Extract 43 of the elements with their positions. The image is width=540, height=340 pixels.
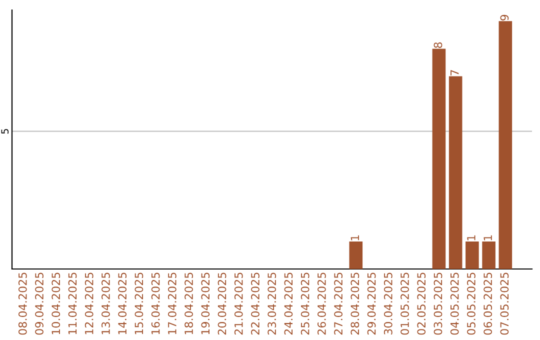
x-tick-label: 12.04.2025 — [84, 272, 94, 334]
x-tick-label: 18.04.2025 — [184, 272, 193, 334]
x-tick-label: 07.05.2025 — [500, 272, 509, 335]
bar — [349, 241, 363, 269]
bar — [448, 76, 462, 269]
x-tick-label: 25.04.2025 — [300, 272, 310, 335]
x-tick-label: 21.04.2025 — [234, 272, 243, 335]
x-tick-label: 02.05.2025 — [417, 272, 426, 335]
x-tick-label: 20.04.2025 — [218, 272, 226, 335]
x-tick-label: 01.05.2025 — [400, 272, 409, 335]
x-tick-label: 27.04.2025 — [334, 272, 343, 335]
x-tick-label: 28.04.2025 — [350, 272, 360, 335]
x-tick-label: 22.04.2025 — [251, 272, 260, 335]
x-tick-label: 08.04.2025 — [18, 272, 27, 335]
bar — [482, 241, 496, 269]
x-tick-label: 04.05.2025 — [450, 272, 459, 335]
x-tick-label: 26.04.2025 — [317, 272, 326, 335]
x-tick-label: 30.04.2025 — [384, 272, 392, 335]
x-tick-label: 15.04.2025 — [134, 272, 144, 334]
x-tick-label: 10.04.2025 — [52, 272, 60, 334]
x-tick-label: 05.05.2025 — [467, 272, 476, 335]
x-tick-label: 29.04.2025 — [367, 272, 376, 335]
x-tick-label: 03.05.2025 — [434, 272, 442, 335]
x-tick-label: 13.04.2025 — [102, 272, 110, 334]
x-tick-label: 09.04.2025 — [35, 272, 44, 335]
data-label: 1 — [467, 235, 476, 240]
data-label: 1 — [350, 235, 359, 240]
x-tick-label: 24.04.2025 — [284, 272, 293, 335]
ref-line-label: 5 — [1, 129, 9, 134]
x-tick-label: 14.04.2025 — [118, 272, 127, 334]
data-label: 1 — [484, 235, 492, 240]
x-tick-label: 19.04.2025 — [201, 272, 210, 334]
x-tick-label: 16.04.2025 — [151, 272, 160, 334]
x-tick-label: 06.05.2025 — [484, 272, 492, 335]
bar — [498, 21, 512, 269]
data-label: 7 — [450, 70, 459, 76]
x-tick-label: 11.04.2025 — [68, 272, 77, 334]
x-tick-label: 17.04.2025 — [168, 272, 176, 334]
data-label: 9 — [500, 14, 509, 20]
bar — [466, 241, 479, 269]
data-label: 8 — [434, 42, 442, 48]
x-tick-label: 23.04.2025 — [268, 272, 276, 335]
bar — [432, 48, 446, 269]
